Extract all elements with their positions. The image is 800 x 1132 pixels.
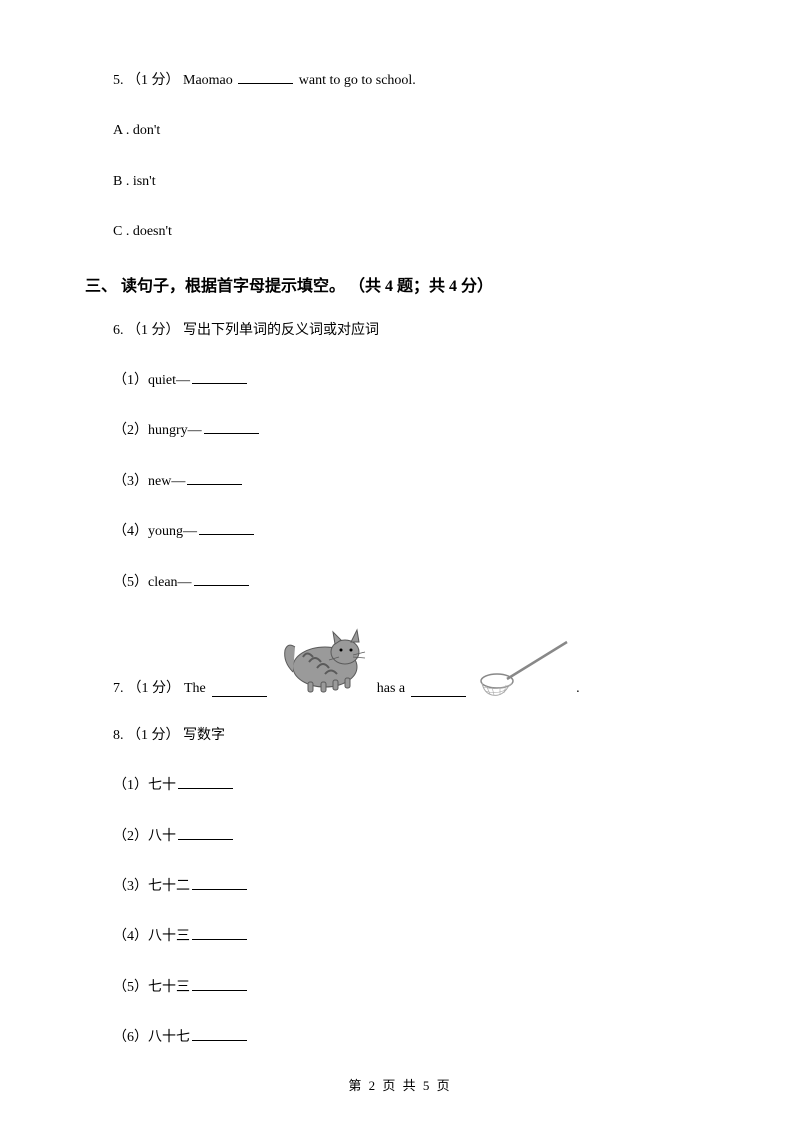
q8-item-4-label: （4）八十三	[113, 929, 190, 944]
section-3-title: 三、 读句子，根据首字母提示填空。 （共 4 题；共 4 分）	[85, 272, 715, 296]
cat-icon	[273, 622, 373, 697]
q8-blank-6[interactable]	[192, 1027, 247, 1041]
q8-item-5-label: （5）七十三	[113, 980, 190, 995]
q5-points: （1 分）	[127, 73, 180, 88]
page-footer: 第 2 页 共 5 页	[0, 1075, 800, 1094]
q6-blank-1[interactable]	[192, 370, 247, 384]
q6-item-5-label: （5）clean—	[113, 575, 192, 590]
q6-item-3: （3）new—	[85, 471, 715, 493]
q8-item-3-label: （3）七十二	[113, 879, 190, 894]
net-icon	[472, 637, 572, 697]
q5-blank[interactable]	[238, 70, 293, 84]
q8-blank-3[interactable]	[192, 876, 247, 890]
q8-item-2: （2）八十	[85, 826, 715, 848]
q6-blank-2[interactable]	[204, 420, 259, 434]
question-7: 7. （1 分） The has a	[85, 622, 715, 697]
q8-blank-4[interactable]	[192, 926, 247, 940]
q6-item-5: （5）clean—	[85, 572, 715, 594]
q8-item-1: （1）七十	[85, 775, 715, 797]
q8-item-1-label: （1）七十	[113, 778, 176, 793]
q7-points: （1 分）	[128, 677, 181, 697]
q8-points: （1 分）	[127, 728, 180, 743]
q6-blank-3[interactable]	[187, 471, 242, 485]
q8-blank-2[interactable]	[178, 826, 233, 840]
question-8: 8. （1 分） 写数字	[85, 725, 715, 747]
q5-option-c[interactable]: C . doesn't	[85, 221, 715, 243]
q6-points: （1 分）	[127, 323, 180, 338]
q8-item-5: （5）七十三	[85, 977, 715, 999]
q6-instruction: 写出下列单词的反义词或对应词	[183, 323, 379, 338]
q6-item-1: （1）quiet—	[85, 370, 715, 392]
q5-text-before: Maomao	[183, 73, 236, 88]
q5-option-b[interactable]: B . isn't	[85, 171, 715, 193]
cat-image	[273, 622, 373, 697]
q6-item-2-label: （2）hungry—	[113, 423, 202, 438]
q8-item-3: （3）七十二	[85, 876, 715, 898]
q5-option-a[interactable]: A . don't	[85, 120, 715, 142]
q8-item-4: （4）八十三	[85, 926, 715, 948]
q7-text2: has a	[377, 681, 405, 697]
q6-item-4-label: （4）young—	[113, 524, 197, 539]
q8-item-2-label: （2）八十	[113, 829, 176, 844]
q8-item-6: （6）八十七	[85, 1027, 715, 1049]
q5-prefix: 5.	[113, 73, 124, 88]
q8-prefix: 8.	[113, 728, 124, 743]
net-image	[472, 637, 572, 697]
q7-text1: The	[184, 681, 206, 697]
q8-item-6-label: （6）八十七	[113, 1030, 190, 1045]
question-5: 5. （1 分） Maomao want to go to school.	[85, 70, 715, 92]
q7-blank-1[interactable]	[212, 683, 267, 697]
q7-prefix: 7.	[113, 681, 124, 697]
q6-item-1-label: （1）quiet—	[113, 373, 190, 388]
q8-instruction: 写数字	[183, 728, 225, 743]
q6-blank-4[interactable]	[199, 521, 254, 535]
q6-item-3-label: （3）new—	[113, 474, 185, 489]
q6-item-2: （2）hungry—	[85, 420, 715, 442]
q6-prefix: 6.	[113, 323, 124, 338]
q7-blank-2[interactable]	[411, 683, 466, 697]
q8-blank-1[interactable]	[178, 775, 233, 789]
q7-text3: .	[576, 681, 580, 697]
q8-blank-5[interactable]	[192, 977, 247, 991]
q6-blank-5[interactable]	[194, 572, 249, 586]
q6-item-4: （4）young—	[85, 521, 715, 543]
question-6: 6. （1 分） 写出下列单词的反义词或对应词	[85, 320, 715, 342]
q5-text-after: want to go to school.	[299, 73, 416, 88]
